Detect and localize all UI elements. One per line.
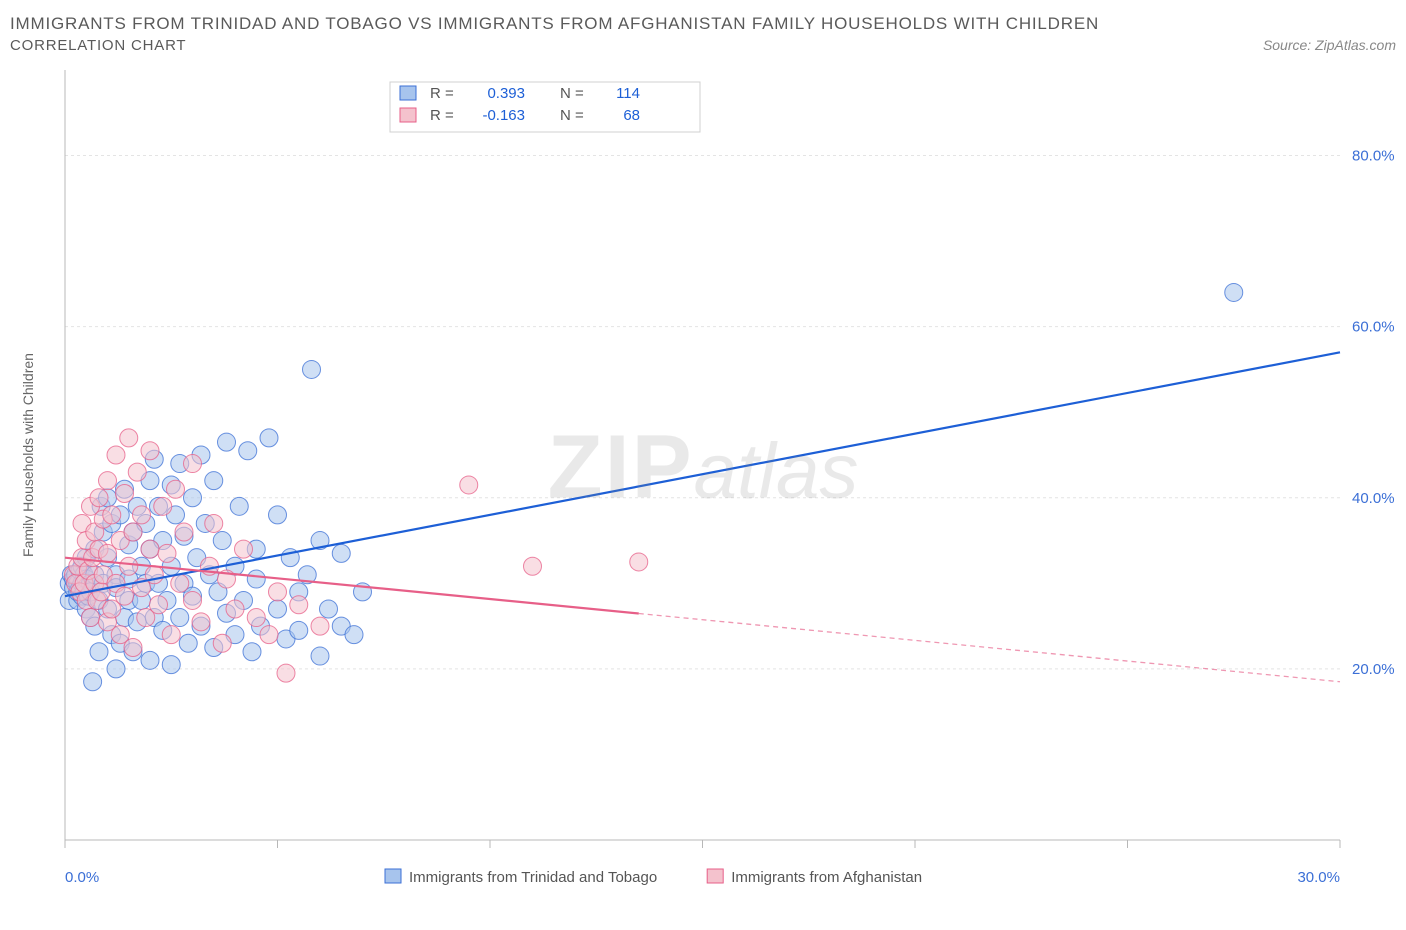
correlation-scatter-chart: 20.0% 40.0% 60.0% 80.0% 0.0% 30.0% Family Hous… xyxy=(10,60,1396,910)
trinidad-point xyxy=(230,498,248,516)
chart-title: IMMIGRANTS FROM TRINIDAD AND TOBAGO VS I… xyxy=(10,10,1396,37)
afghanistan-point xyxy=(184,592,202,610)
afghanistan-point xyxy=(133,506,151,524)
afghanistan-point xyxy=(192,613,210,631)
afghanistan-trend-extension xyxy=(639,614,1340,682)
trinidad-point xyxy=(141,652,159,670)
afghanistan-point xyxy=(120,557,138,575)
afghanistan-point xyxy=(235,540,253,558)
trinidad-point xyxy=(184,489,202,507)
afghanistan-point xyxy=(150,596,168,614)
afghanistan-point xyxy=(630,553,648,571)
legend-r-label: R = xyxy=(430,107,454,124)
afghanistan-point xyxy=(290,596,308,614)
trinidad-trend-line xyxy=(65,353,1340,597)
afghanistan-point xyxy=(124,523,142,541)
chart-subtitle: CORRELATION CHART xyxy=(10,37,186,54)
x-tick-label: 0.0% xyxy=(65,869,99,886)
bottom-legend-label: Immigrants from Afghanistan xyxy=(731,869,922,886)
legend-r-label: R = xyxy=(430,85,454,102)
trinidad-point xyxy=(303,361,321,379)
legend-swatch xyxy=(400,86,416,100)
afghanistan-point xyxy=(460,476,478,494)
afghanistan-point xyxy=(226,600,244,618)
legend-swatch xyxy=(400,108,416,122)
y-tick-label: 40.0% xyxy=(1352,490,1395,507)
trinidad-point xyxy=(213,532,231,550)
trinidad-point xyxy=(320,600,338,618)
afghanistan-point xyxy=(311,617,329,635)
trinidad-point xyxy=(269,506,287,524)
afghanistan-point xyxy=(247,609,265,627)
trinidad-point xyxy=(179,634,197,652)
source-label: Source: ZipAtlas.com xyxy=(1263,37,1396,53)
trinidad-point xyxy=(260,429,278,447)
afghanistan-point xyxy=(524,557,542,575)
trinidad-point xyxy=(247,570,265,588)
legend-n-value: 68 xyxy=(623,107,640,124)
afghanistan-point xyxy=(167,480,185,498)
afghanistan-point xyxy=(116,485,134,503)
afghanistan-point xyxy=(205,515,223,533)
legend-n-label: N = xyxy=(560,85,584,102)
trinidad-point xyxy=(269,600,287,618)
afghanistan-point xyxy=(82,609,100,627)
afghanistan-point xyxy=(175,523,193,541)
chart-container: 20.0% 40.0% 60.0% 80.0% 0.0% 30.0% Family Hous… xyxy=(10,60,1396,910)
afghanistan-point xyxy=(103,506,121,524)
legend-n-label: N = xyxy=(560,107,584,124)
x-tick-label: 30.0% xyxy=(1297,869,1340,886)
afghanistan-point xyxy=(141,442,159,460)
trinidad-point xyxy=(1225,284,1243,302)
afghanistan-point xyxy=(90,489,108,507)
y-tick-label: 60.0% xyxy=(1352,319,1395,336)
trinidad-point xyxy=(171,609,189,627)
trinidad-point xyxy=(311,647,329,665)
legend-r-value: -0.163 xyxy=(482,107,525,124)
afghanistan-point xyxy=(116,587,134,605)
afghanistan-point xyxy=(213,634,231,652)
y-tick-label: 20.0% xyxy=(1352,661,1395,678)
afghanistan-point xyxy=(158,545,176,563)
trinidad-point xyxy=(239,442,257,460)
trinidad-point xyxy=(243,643,261,661)
afghanistan-point xyxy=(99,472,117,490)
afghanistan-point xyxy=(124,639,142,657)
trinidad-point xyxy=(218,433,236,451)
afghanistan-point xyxy=(120,429,138,447)
afghanistan-point xyxy=(128,463,146,481)
bottom-legend-swatch xyxy=(707,869,723,883)
afghanistan-point xyxy=(154,498,172,516)
bottom-legend-label: Immigrants from Trinidad and Tobago xyxy=(409,869,657,886)
trinidad-point xyxy=(84,673,102,691)
trinidad-point xyxy=(162,656,180,674)
trinidad-point xyxy=(205,472,223,490)
y-tick-label: 80.0% xyxy=(1352,148,1395,165)
legend-r-value: 0.393 xyxy=(487,85,525,102)
bottom-legend-swatch xyxy=(385,869,401,883)
afghanistan-point xyxy=(171,575,189,593)
trinidad-point xyxy=(107,660,125,678)
afghanistan-point xyxy=(162,626,180,644)
trinidad-point xyxy=(332,545,350,563)
afghanistan-point xyxy=(107,446,125,464)
afghanistan-point xyxy=(269,583,287,601)
trinidad-point xyxy=(290,622,308,640)
afghanistan-point xyxy=(260,626,278,644)
afghanistan-point xyxy=(184,455,202,473)
y-axis-label: Family Households with Children xyxy=(20,353,36,557)
trinidad-point xyxy=(345,626,363,644)
legend-n-value: 114 xyxy=(616,85,640,102)
trinidad-point xyxy=(90,643,108,661)
afghanistan-point xyxy=(141,540,159,558)
afghanistan-point xyxy=(277,664,295,682)
